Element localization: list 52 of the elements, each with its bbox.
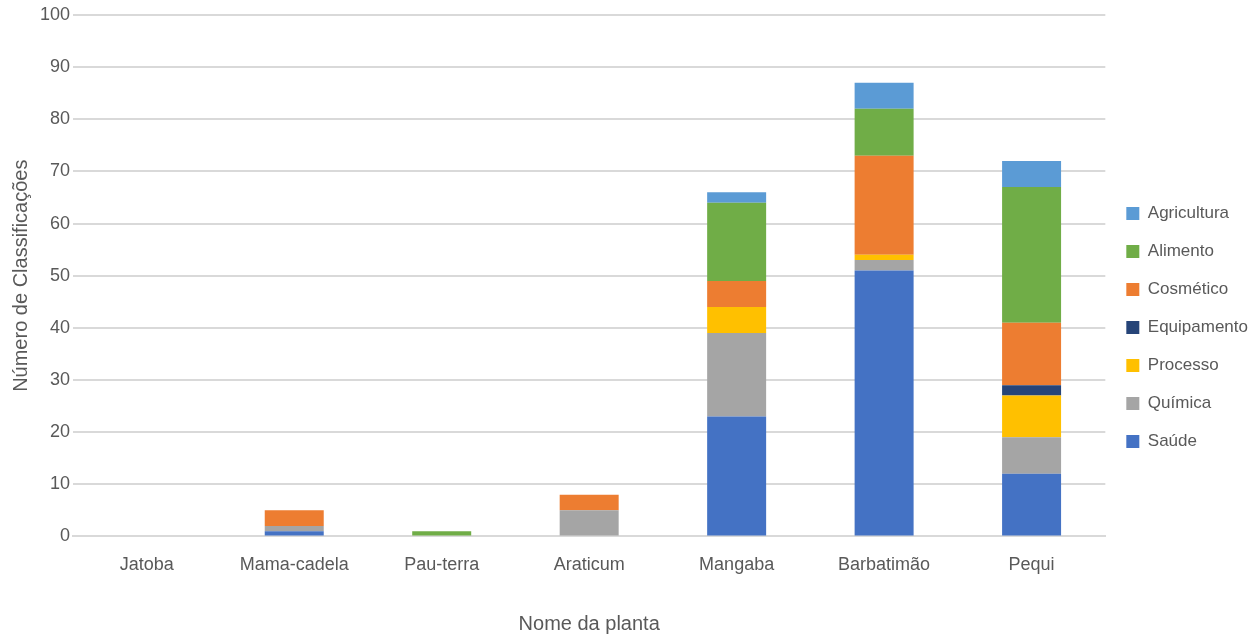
y-tick-label: 50	[50, 264, 71, 285]
y-tick-label: 90	[50, 56, 71, 77]
y-tick-label: 10	[50, 473, 71, 494]
bar	[707, 202, 767, 281]
x-tick-label: Barbatimão	[838, 554, 931, 575]
x-tick-label: Jatoba	[119, 554, 175, 575]
bar	[707, 416, 767, 536]
legend-label: Agricultura	[1147, 203, 1230, 223]
bar	[854, 82, 914, 109]
bar	[707, 192, 767, 203]
bar	[1002, 385, 1062, 396]
legend-label: Equipamento	[1147, 317, 1249, 337]
bar	[412, 531, 472, 536]
bar	[1002, 187, 1062, 323]
bar	[559, 494, 619, 511]
y-tick-label: 100	[39, 3, 71, 24]
legend-label: Alimento	[1147, 241, 1214, 261]
y-tick-label: 20	[50, 421, 71, 442]
x-tick-label: Mangaba	[699, 554, 776, 575]
bar	[1002, 160, 1062, 188]
bar	[854, 254, 914, 261]
y-tick-label: 30	[50, 368, 71, 389]
legend-label: Saúde	[1147, 431, 1197, 451]
x-tick-label: Pequi	[1008, 554, 1055, 575]
bar	[707, 306, 767, 334]
y-axis-title: Número de Classificações	[8, 159, 31, 392]
bar	[1002, 395, 1062, 438]
bar	[1002, 437, 1062, 474]
x-tick-label: Pau-terra	[404, 554, 481, 575]
bar	[854, 270, 914, 536]
bar	[264, 531, 324, 536]
y-tick-label: 60	[50, 212, 71, 233]
legend-label: Química	[1147, 393, 1212, 413]
x-axis-title: Nome da planta	[518, 611, 661, 634]
bar	[707, 333, 767, 417]
y-tick-label: 40	[50, 316, 71, 337]
bar	[707, 280, 767, 307]
legend-label: Processo	[1147, 355, 1219, 375]
x-tick-label: Araticum	[553, 554, 625, 575]
bar	[854, 108, 914, 156]
y-tick-label: 80	[50, 108, 71, 129]
bar	[1002, 322, 1062, 386]
bar	[264, 525, 324, 532]
x-tick-label: Mama-cadela	[239, 554, 350, 575]
bar	[854, 260, 914, 271]
y-tick-label: 0	[60, 525, 71, 546]
bar	[854, 155, 914, 255]
bar	[264, 510, 324, 526]
bar	[559, 510, 619, 536]
bar	[1002, 473, 1062, 536]
y-tick-label: 70	[50, 160, 71, 181]
legend-label: Cosmético	[1147, 279, 1229, 299]
